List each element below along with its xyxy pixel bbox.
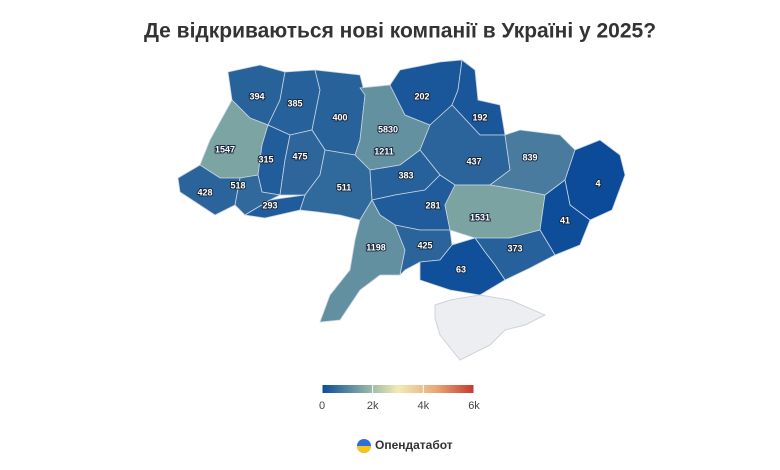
value-label: 428 [197,187,212,197]
value-label: 518 [230,180,245,190]
value-label: 373 [507,243,522,253]
labels: 394 385 400 5830 1211 202 192 1547 315 475 437 839 4… [196,90,601,275]
chart-title: Де відкриваються нові компанії в Україні… [144,20,656,43]
value-label: 1547 [215,144,235,154]
colorbar-tick-label: 6k [468,400,480,412]
colorbar-tick-label: 2k [367,400,379,412]
value-label: 394 [249,91,264,101]
value-label: 1198 [366,242,386,252]
region [444,184,546,239]
value-label: 41 [560,215,570,225]
region [243,194,306,219]
value-label: 5830 [378,124,398,134]
regions [177,59,626,323]
value-label: 1531 [470,212,490,222]
value-label: 475 [292,151,307,161]
value-label: 400 [332,112,347,122]
value-label: 839 [522,152,537,162]
value-label: 425 [417,240,432,250]
colorbar-tick-label: 4k [418,400,430,412]
source: Опендатабот [375,438,453,452]
value-label: 281 [425,200,440,210]
region [234,174,282,216]
colorbar [322,385,474,393]
value-label: 511 [337,182,352,192]
colorbar-ticks: 0 2k 4k 6k [319,385,480,412]
value-label: 385 [287,98,302,108]
region [299,149,373,221]
logo-yellow [357,446,371,453]
value-label: 192 [472,112,487,122]
region [177,164,241,216]
value-label: 315 [258,154,273,164]
value-label: 293 [262,200,277,210]
region [419,237,506,296]
region [319,199,406,323]
crimea-region [434,294,547,361]
value-label: 202 [414,91,429,101]
value-label: 1211 [374,146,394,156]
value-label: 4 [595,178,600,188]
value-label: 383 [398,170,413,180]
value-label: 63 [456,264,466,274]
colorbar-tick-label: 0 [319,400,325,412]
value-label: 437 [466,156,481,166]
